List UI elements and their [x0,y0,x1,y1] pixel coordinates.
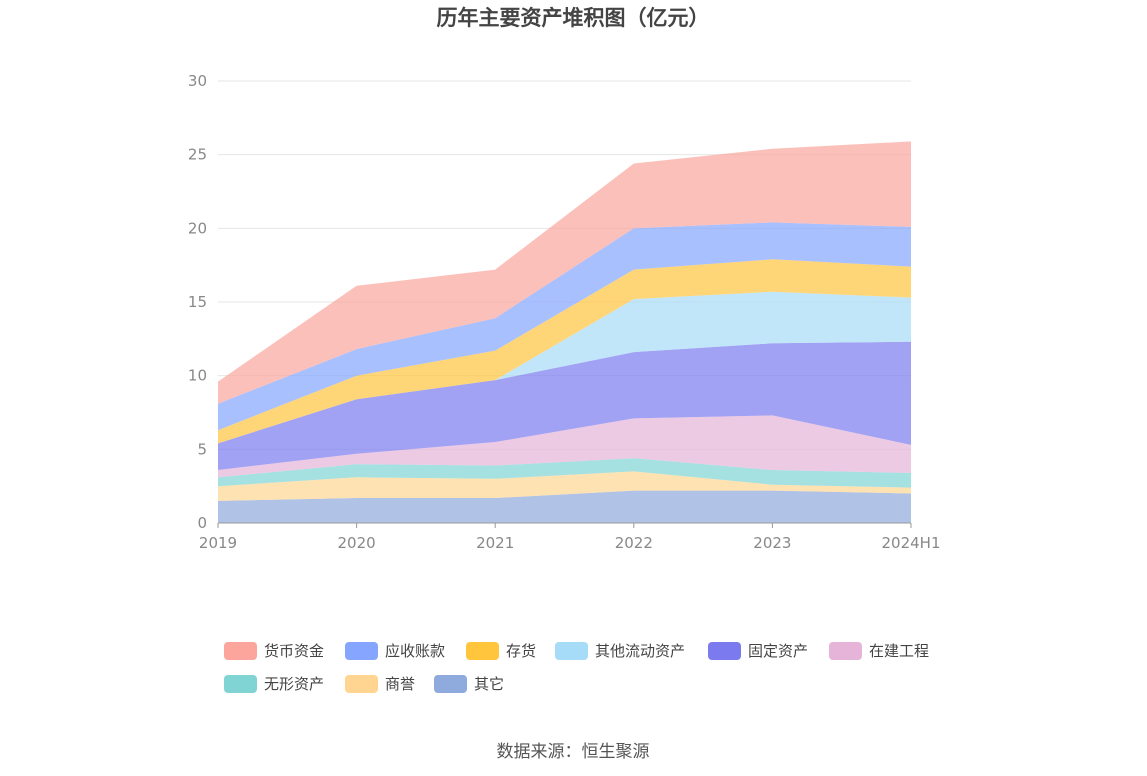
area-series-3 [218,415,911,478]
x-tick-label: 2020 [338,534,376,552]
area-series-5 [218,291,911,444]
legend-item[interactable]: 其他流动资产 [555,642,685,660]
legend-swatch [555,642,588,660]
legend-label: 固定资产 [748,642,808,660]
y-tick-label: 15 [188,293,207,311]
y-tick-label: 30 [188,72,207,90]
x-tick-label: 2024H1 [882,534,941,552]
legend-item[interactable]: 固定资产 [708,642,808,660]
legend-swatch [345,642,378,660]
area-series-0 [218,490,911,523]
axes: 0 5 10 15 20 25 30 2019 2020 2021 2022 2023 2024H1 [188,72,941,552]
legend-swatch [466,642,499,660]
area-series-8 [218,141,911,404]
legend-swatch [829,642,862,660]
legend-item[interactable]: 其它 [434,675,504,693]
legend-label: 货币资金 [264,642,324,660]
chart-title: 历年主要资产堆积图（亿元） [437,6,710,30]
legend-label: 其他流动资产 [595,642,685,660]
area-series-6 [218,259,911,444]
area-series-1 [218,471,911,501]
x-tick-label: 2022 [615,534,653,552]
legend-swatch [708,642,741,660]
legend-swatch [434,675,467,693]
x-tick-label: 2023 [753,534,791,552]
area-series-7 [218,222,911,431]
legend-swatch [345,675,378,693]
area-series [218,141,911,523]
legend-item[interactable]: 无形资产 [224,675,324,693]
legend-label: 存货 [506,642,536,660]
legend-label: 在建工程 [869,642,929,660]
legend-label: 应收账款 [385,642,445,660]
x-tick-label: 2019 [199,534,237,552]
y-tick-label: 0 [197,514,207,532]
legend-item[interactable]: 存货 [466,642,536,660]
legend-label: 其它 [474,675,504,693]
y-tick-label: 25 [188,146,207,164]
y-tick-label: 20 [188,219,207,237]
legend-item[interactable]: 货币资金 [224,642,324,660]
legend-label: 无形资产 [264,675,324,693]
legend-swatch [224,642,257,660]
legend-label: 商誉 [385,675,415,693]
legend-swatch [224,675,257,693]
area-series-4 [218,341,911,470]
legend-item[interactable]: 在建工程 [829,642,929,660]
y-tick-label: 10 [188,367,207,385]
data-source: 数据来源：恒生聚源 [497,742,650,762]
y-tick-label: 5 [197,440,207,458]
legend-item[interactable]: 商誉 [345,675,415,693]
x-tick-label: 2021 [476,534,514,552]
legend-item[interactable]: 应收账款 [345,642,445,660]
area-series-2 [218,458,911,488]
